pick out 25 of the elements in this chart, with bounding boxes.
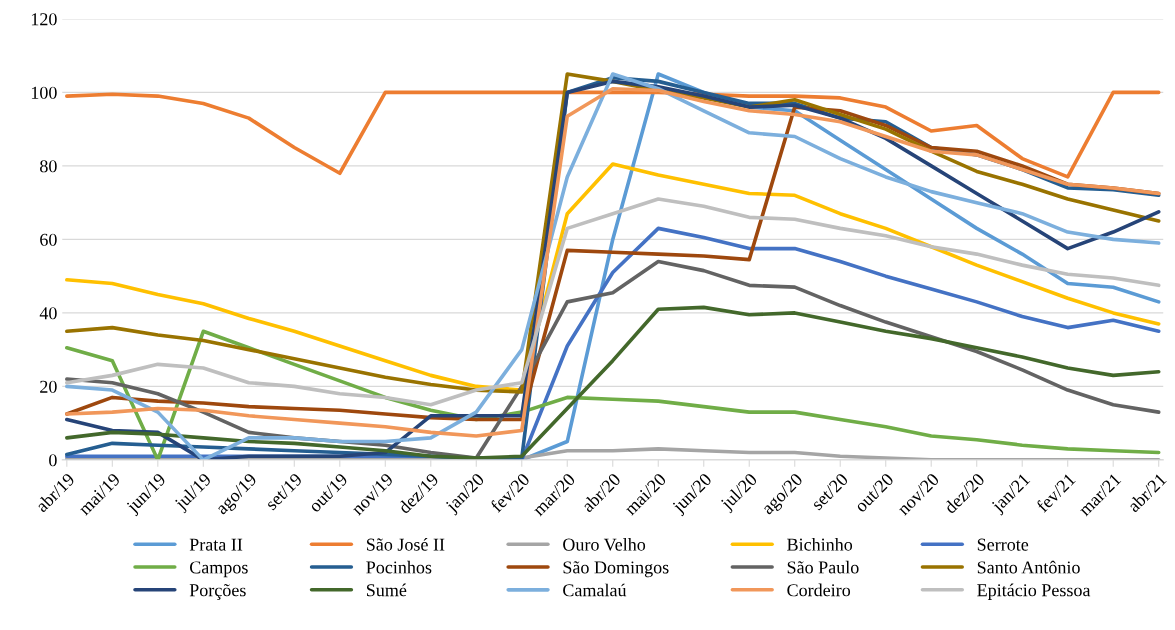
legend-label: Cordeiro — [787, 583, 851, 597]
legend-label: Pocinhos — [366, 560, 432, 574]
legend-label: Camalaú — [563, 583, 627, 597]
legend-label: Campos — [189, 561, 248, 578]
legend-label: Bichinho — [787, 538, 853, 551]
y-tick-label: 0 — [49, 454, 57, 467]
y-tick-label: 40 — [39, 307, 57, 320]
line-series — [65, 90, 1161, 179]
legend-label: Serrote — [977, 538, 1029, 551]
legend-label: São Domingos — [563, 561, 669, 578]
legend-label: São José II — [366, 537, 445, 551]
legend-label: Porções — [189, 583, 246, 600]
y-tick-label: 80 — [40, 160, 57, 173]
y-tick-label: 20 — [40, 380, 57, 393]
y-tick-label: 60 — [40, 233, 57, 246]
y-tick-label: 120 — [31, 13, 57, 26]
legend-label: Sumé — [366, 583, 407, 597]
y-tick-label: 100 — [31, 86, 57, 99]
legend-label: Prata II — [189, 538, 243, 551]
legend-label: São Paulo — [787, 560, 859, 574]
line-series — [65, 305, 1161, 460]
legend-label: Ouro Velho — [563, 538, 646, 551]
line-series — [65, 197, 1161, 407]
legend-label: Santo Antônio — [977, 560, 1080, 574]
legend-label: Epitácio Pessoa — [977, 583, 1091, 600]
